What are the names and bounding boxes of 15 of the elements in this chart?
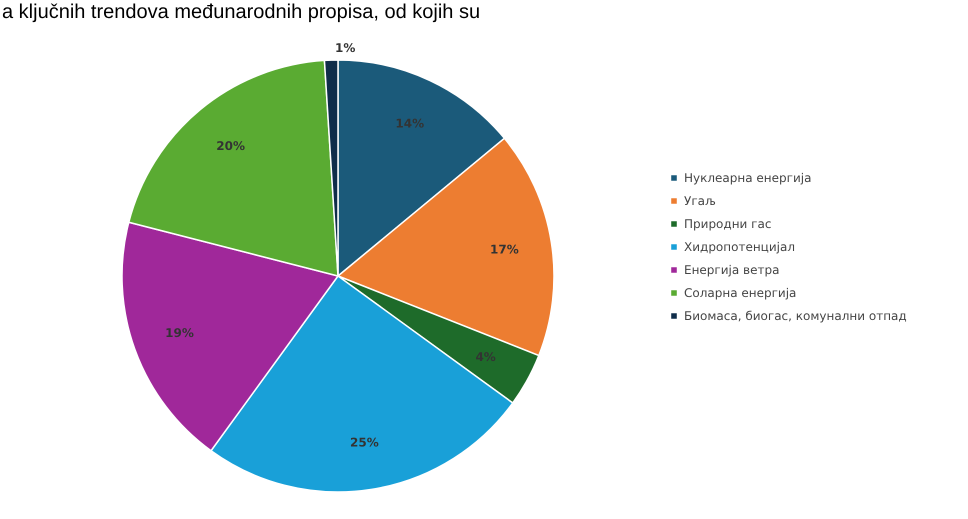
- data-label: 4%: [475, 350, 496, 364]
- legend-label: Природни гас: [684, 217, 772, 231]
- data-label: 25%: [350, 435, 379, 450]
- legend-label: Енергија ветра: [684, 263, 780, 277]
- legend-label: Нуклеарна енергија: [684, 171, 812, 185]
- legend-label: Соларна енергија: [684, 286, 796, 300]
- data-label: 1%: [334, 41, 356, 56]
- data-label: 14%: [395, 116, 424, 131]
- legend-label: Биомаса, биогас, комунални отпад: [684, 309, 907, 323]
- text: a ključnih trendova međunarodnih propisa, od kojih su: [2, 1, 480, 23]
- data-label: 19%: [165, 326, 194, 340]
- legend-label: Угаљ: [684, 194, 716, 208]
- data-label: 20%: [216, 139, 245, 154]
- data-label: 17%: [490, 242, 519, 257]
- legend-label: Хидропотенцијал: [684, 240, 796, 254]
